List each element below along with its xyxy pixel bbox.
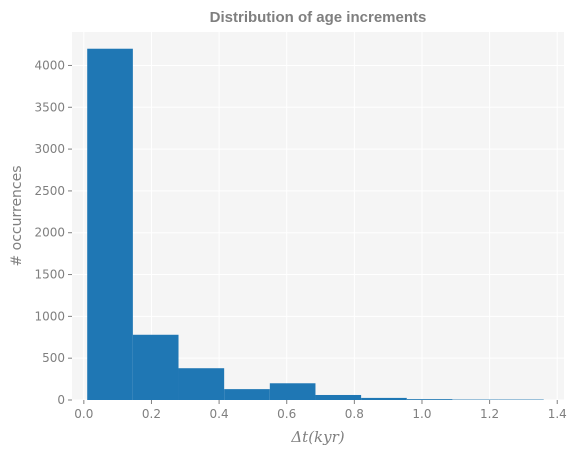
- y-tick-label: 3500: [34, 100, 65, 114]
- y-axis-ticks: 0 500 1000 1500 2000 2500 3000 3500 4000: [34, 58, 72, 407]
- y-tick-label: 2500: [34, 184, 65, 198]
- histogram-bar: [132, 334, 179, 400]
- x-tick-label: 0.6: [277, 407, 296, 421]
- x-axis-label: Δt(kyr): [290, 428, 344, 446]
- x-tick-label: 1.4: [548, 407, 567, 421]
- y-tick-label: 3000: [34, 142, 65, 156]
- x-tick-label: 1.0: [412, 407, 431, 421]
- x-axis-ticks: 0.0 0.2 0.4 0.6 0.8 1.0 1.2 1.4: [74, 400, 567, 421]
- x-tick-label: 0.8: [345, 407, 364, 421]
- histogram-bar: [315, 394, 362, 400]
- y-tick-label: 1500: [34, 268, 65, 282]
- histogram-bar: [361, 397, 407, 400]
- y-tick-label: 500: [42, 351, 65, 365]
- histogram-bar: [87, 48, 133, 401]
- chart-title: Distribution of age increments: [210, 9, 427, 26]
- histogram-bar: [406, 399, 453, 400]
- histogram-bar: [224, 389, 270, 400]
- y-tick-label: 4000: [34, 58, 65, 72]
- histogram-bar: [178, 368, 225, 400]
- y-tick-label: 2000: [34, 226, 65, 240]
- histogram-bar: [269, 383, 316, 400]
- x-tick-label: 0.4: [210, 407, 229, 421]
- y-axis-label: # occurrences: [9, 165, 25, 266]
- y-tick-label: 1000: [34, 309, 65, 323]
- bars: [87, 48, 544, 401]
- x-tick-label: 1.2: [480, 407, 499, 421]
- y-tick-label: 0: [57, 393, 65, 407]
- x-tick-label: 0.0: [74, 407, 93, 421]
- x-tick-label: 0.2: [142, 407, 161, 421]
